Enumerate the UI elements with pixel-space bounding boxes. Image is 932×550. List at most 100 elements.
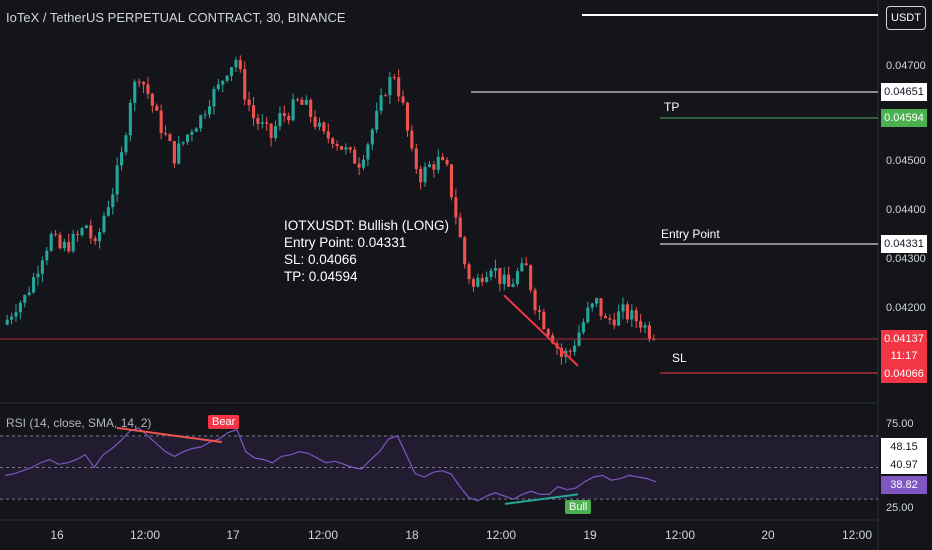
- candle-body: [436, 156, 440, 170]
- entry-price-tag: 0.04331: [881, 235, 927, 253]
- candle-body: [485, 276, 489, 282]
- candle-body: [203, 114, 207, 116]
- candle-body: [71, 233, 75, 252]
- candle-body: [45, 250, 49, 261]
- y-tick: 0.04700: [886, 60, 926, 72]
- candle-body: [344, 147, 348, 150]
- candle-body: [177, 143, 181, 164]
- rsi-value-tag: 40.97: [881, 456, 927, 474]
- rsi-tick: 75.00: [886, 418, 914, 430]
- candle-body: [410, 130, 414, 149]
- candle-body: [106, 207, 110, 216]
- candle-body: [14, 312, 18, 317]
- candle-body: [476, 277, 480, 287]
- candle-body: [32, 277, 36, 293]
- x-tick: 12:00: [664, 528, 696, 542]
- candle-body: [445, 159, 449, 165]
- candle-body: [608, 318, 612, 320]
- candle-body: [515, 271, 519, 284]
- candle-body: [269, 123, 273, 138]
- candle-body: [164, 133, 168, 135]
- candle-body: [313, 116, 317, 127]
- candle-body: [581, 322, 585, 333]
- candle-body: [181, 141, 185, 144]
- candle-body: [278, 113, 282, 127]
- candle-body: [498, 267, 502, 284]
- candle-body: [128, 102, 132, 136]
- candle-body: [295, 99, 300, 101]
- x-tick: 12:00: [129, 528, 161, 542]
- candle-body: [282, 113, 286, 116]
- x-tick: 12:00: [307, 528, 339, 542]
- candle-body: [155, 105, 159, 111]
- candle-body: [199, 115, 203, 129]
- candle-body: [524, 263, 528, 266]
- candle-body: [62, 241, 66, 249]
- candle-body: [76, 233, 80, 236]
- tp-label: TP: [664, 100, 680, 114]
- analysis-note: IOTXUSDT: Bullish (LONG) Entry Point: 0.…: [284, 217, 449, 285]
- bear-divergence-badge: Bear: [208, 415, 240, 429]
- candle-body: [159, 110, 163, 134]
- candle-body: [507, 274, 511, 287]
- candle-body: [133, 81, 137, 103]
- candle-body: [449, 164, 454, 198]
- candle-body: [441, 156, 445, 160]
- candle-body: [463, 237, 467, 265]
- candle-body: [317, 122, 322, 127]
- candle-body: [84, 225, 88, 229]
- candle-body: [186, 134, 190, 142]
- candle-body: [194, 128, 198, 132]
- candle-body: [423, 166, 427, 183]
- sl-price-tag: 0.04066: [881, 365, 927, 383]
- candle-body: [625, 304, 629, 320]
- candle-body: [322, 122, 326, 132]
- candle-body: [234, 60, 238, 68]
- candle-body: [647, 325, 651, 339]
- rsi-value-tag: 48.15: [881, 438, 927, 456]
- candle-body: [370, 129, 374, 145]
- candle-body: [172, 141, 176, 164]
- candle-body: [454, 197, 458, 218]
- high-price-tag: 0.04651: [881, 83, 927, 101]
- candle-body: [573, 345, 577, 352]
- candle-body: [502, 274, 506, 284]
- candle-body: [493, 267, 497, 271]
- currency-button[interactable]: USDT: [886, 6, 926, 30]
- candle-body: [353, 149, 357, 164]
- x-tick: 17: [226, 528, 240, 542]
- candle-body: [216, 84, 220, 90]
- candle-body: [595, 298, 599, 304]
- candle-body: [10, 316, 14, 320]
- candle-body: [612, 319, 616, 326]
- candle-body: [256, 118, 260, 124]
- candle-body: [590, 303, 594, 308]
- candle-body: [489, 270, 493, 277]
- candle-body: [260, 122, 264, 124]
- candle-body: [247, 99, 251, 106]
- candle-body: [146, 84, 150, 94]
- candle-body: [348, 147, 352, 150]
- candle-body: [102, 215, 106, 232]
- candle-body: [375, 110, 379, 130]
- x-tick: 16: [50, 528, 64, 542]
- candle-body: [397, 77, 401, 97]
- x-tick: 12:00: [485, 528, 517, 542]
- candle-body: [617, 311, 621, 326]
- bear-divergence-line: [116, 426, 223, 444]
- candle-body: [331, 138, 335, 144]
- candle-body: [168, 134, 172, 142]
- y-tick: 0.04300: [886, 253, 926, 265]
- candle-body: [603, 315, 607, 319]
- candle-body: [379, 95, 383, 111]
- candle-body: [115, 165, 119, 195]
- candle-body: [142, 81, 146, 85]
- candle-body: [357, 163, 361, 168]
- candle-body: [300, 99, 304, 105]
- bull-divergence-line: [504, 493, 579, 505]
- rsi-line: [4, 427, 657, 502]
- candle-body: [309, 99, 313, 117]
- candle-body: [58, 234, 62, 249]
- candle-body: [124, 135, 128, 153]
